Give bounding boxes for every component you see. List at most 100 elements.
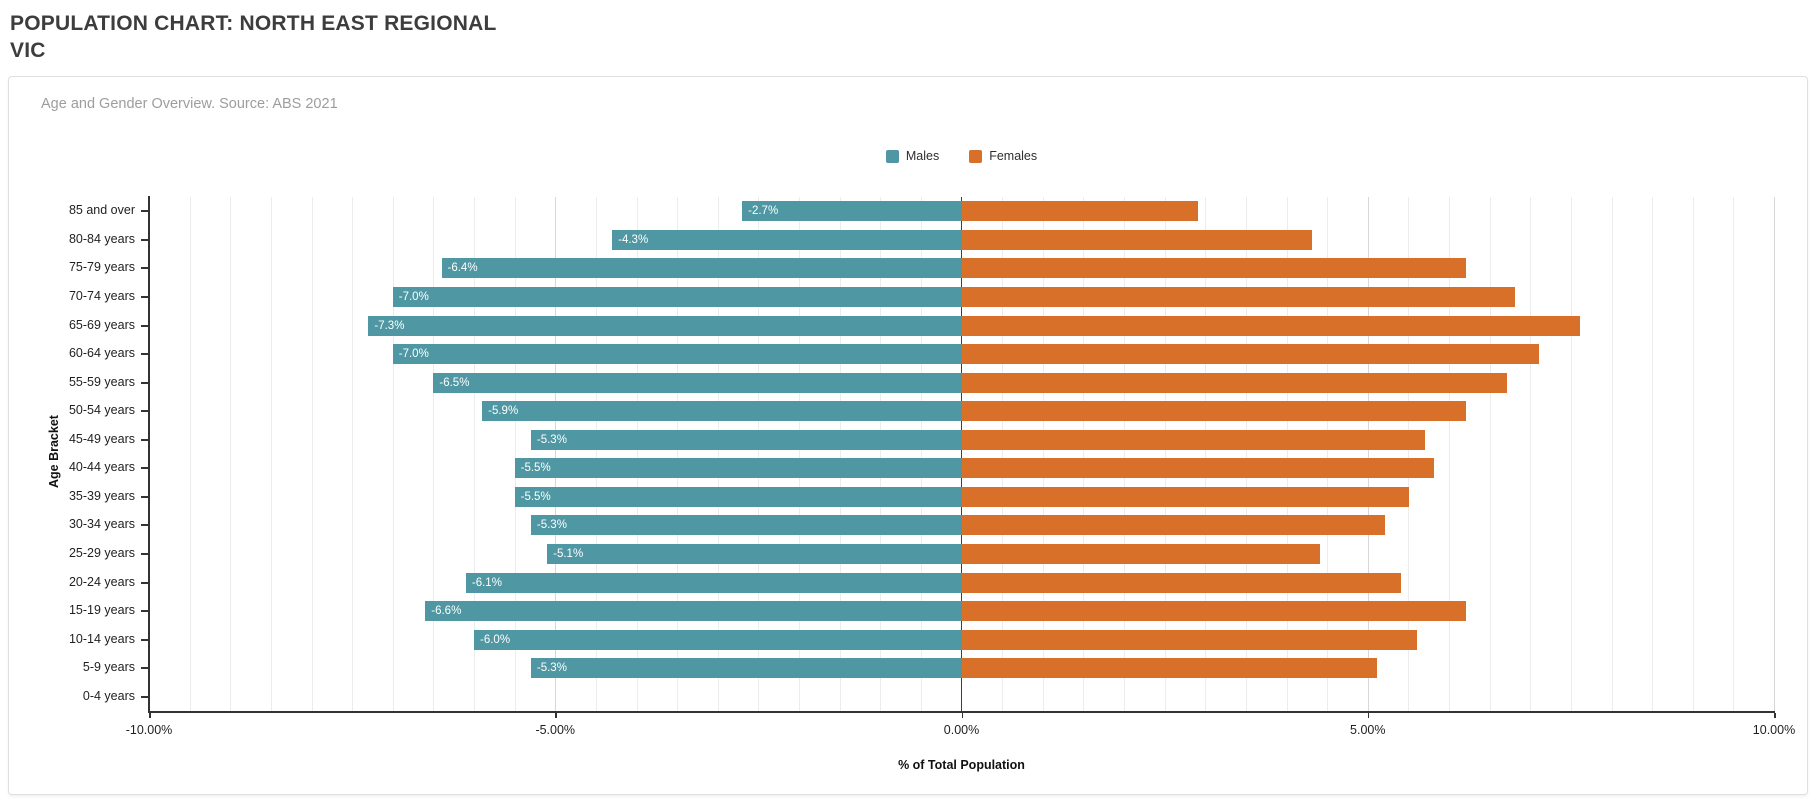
male-bar[interactable]: -5.9% [482, 401, 962, 422]
population-pyramid-chart: -2.7% -4.3% -6.4% -7.0% -7.3% -7.0% -6.5% -5.9%… [9, 187, 1809, 792]
male-bar[interactable]: -4.3% [612, 229, 962, 250]
y-tick [141, 638, 148, 641]
y-tick-label: 20-24 years [68, 574, 135, 589]
female-bar[interactable] [962, 629, 1418, 650]
male-bar[interactable]: -7.3% [368, 315, 962, 336]
bar-value-label: -5.3% [536, 519, 567, 532]
male-bar[interactable]: -5.5% [514, 486, 962, 507]
male-bar[interactable]: -5.1% [547, 543, 962, 564]
male-bar[interactable]: -5.3% [530, 515, 962, 536]
gridline [1692, 197, 1694, 711]
gridline [352, 197, 354, 711]
male-bar[interactable]: -5.5% [514, 458, 962, 479]
y-tick-label: 60-64 years [68, 346, 135, 361]
female-bar[interactable] [962, 229, 1312, 250]
x-tick-label: 0.00% [943, 723, 980, 737]
gridline [1367, 197, 1369, 711]
female-bar[interactable] [962, 658, 1377, 679]
female-bar[interactable] [962, 458, 1434, 479]
x-tick [961, 713, 963, 718]
female-bar[interactable] [962, 286, 1515, 307]
y-tick [141, 667, 148, 670]
x-tick [1367, 713, 1370, 718]
y-tick-label: 15-19 years [68, 603, 135, 618]
bar-value-label: -7.3% [374, 319, 405, 332]
male-bar[interactable]: -6.5% [433, 372, 962, 393]
gridline [270, 197, 272, 711]
female-bar[interactable] [962, 258, 1466, 279]
female-bar[interactable] [962, 429, 1426, 450]
y-tick [141, 695, 148, 698]
male-bar[interactable]: -7.0% [392, 344, 962, 365]
zero-axis-line [960, 197, 963, 711]
y-tick [141, 353, 148, 356]
chart-card: Age and Gender Overview. Source: ABS 202… [8, 76, 1808, 795]
gridline [433, 197, 435, 711]
male-bar[interactable]: -2.7% [742, 201, 962, 222]
female-bar[interactable] [962, 201, 1198, 222]
gridline [799, 197, 800, 711]
x-tick-label: 5.00% [1350, 723, 1386, 737]
x-axis-line [148, 711, 1775, 713]
bar-value-label: -5.3% [536, 662, 567, 675]
y-tick-label: 35-39 years [68, 488, 135, 503]
y-tick-label: 30-34 years [68, 517, 135, 532]
y-tick [141, 295, 148, 298]
female-bar[interactable] [962, 486, 1410, 507]
gridline [1002, 197, 1004, 711]
female-bar[interactable] [962, 601, 1466, 622]
gridline [1042, 197, 1044, 711]
gridline [1449, 197, 1450, 711]
bar-value-label: -4.3% [618, 233, 649, 246]
y-tick-label: 70-74 years [68, 288, 135, 303]
female-bar[interactable] [962, 515, 1385, 536]
legend-females-label: Females [989, 149, 1038, 163]
y-tick-label: 55-59 years [68, 374, 135, 389]
y-tick [141, 410, 148, 413]
female-bar[interactable] [962, 344, 1540, 365]
female-bar[interactable] [962, 543, 1320, 564]
gridline [595, 197, 597, 711]
x-tick [149, 713, 151, 718]
gridline [1489, 197, 1491, 711]
gridline [311, 197, 313, 711]
female-bar[interactable] [962, 572, 1401, 593]
gridline [1286, 197, 1288, 711]
male-bar[interactable]: -5.3% [530, 658, 962, 679]
gridline [1205, 197, 1207, 711]
y-tick [141, 581, 148, 584]
gridline [1530, 197, 1532, 711]
gridline [677, 197, 679, 711]
y-tick [141, 238, 148, 241]
y-tick [141, 267, 148, 270]
bar-value-label: -5.1% [553, 547, 584, 560]
bar-value-label: -2.7% [748, 205, 779, 218]
female-bar[interactable] [962, 315, 1580, 336]
male-bar[interactable]: -5.3% [530, 429, 962, 450]
legend-item-males[interactable]: Males [885, 149, 939, 163]
y-tick-label: 40-44 years [68, 460, 135, 475]
male-bar[interactable]: -6.6% [425, 601, 962, 622]
male-bar[interactable]: -6.0% [474, 629, 962, 650]
gridline [1611, 197, 1613, 711]
female-bar[interactable] [962, 401, 1466, 422]
male-bar[interactable]: -7.0% [392, 286, 962, 307]
bar-value-label: -6.1% [471, 576, 502, 589]
y-tick [141, 495, 148, 498]
gridline [1124, 197, 1125, 711]
gridline [230, 197, 232, 711]
gridline [920, 197, 922, 711]
y-axis-title: Age Bracket [47, 415, 61, 489]
male-bar[interactable]: -6.4% [441, 258, 962, 279]
bar-value-label: -7.0% [398, 348, 429, 361]
bar-value-label: -6.5% [439, 376, 470, 389]
female-bar[interactable] [962, 372, 1507, 393]
y-tick-label: 65-69 years [68, 317, 135, 332]
gridline [1327, 197, 1329, 711]
legend-item-females[interactable]: Females [969, 149, 1037, 163]
gridline [880, 197, 882, 711]
y-tick [141, 438, 148, 441]
male-bar[interactable]: -6.1% [465, 572, 962, 593]
gridline [555, 197, 557, 711]
